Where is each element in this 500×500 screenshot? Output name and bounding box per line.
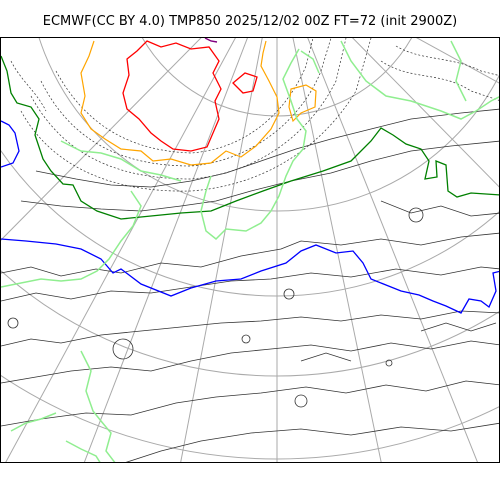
isotherm-line [1, 310, 499, 347]
isotherm-line [40, 38, 332, 167]
isotherm-line [20, 38, 372, 192]
isotherm-line [10, 60, 47, 112]
contour-red-east [232, 72, 258, 94]
coastline [450, 40, 467, 102]
isotherm-line [35, 108, 499, 188]
contour-blue-west [1, 120, 20, 168]
temperature-map [1, 38, 499, 462]
map-panel [0, 37, 500, 463]
small-contour [112, 338, 134, 360]
isotherm-line [1, 232, 499, 277]
meridian-line [1, 38, 202, 241]
meridian-line [5, 38, 236, 462]
isotherm-line [1, 340, 499, 384]
isotherms-dashed [10, 38, 499, 192]
small-contours [7, 207, 424, 408]
small-contour [294, 394, 308, 408]
isotherm-line [1, 266, 499, 302]
isotherm-line [420, 322, 497, 332]
isotherm-line [125, 422, 499, 462]
coastline [300, 50, 320, 74]
isotherm-line [395, 45, 499, 76]
meridian-line [416, 38, 499, 84]
small-contour [7, 317, 19, 329]
coastline [10, 412, 57, 432]
meridian-line [292, 38, 382, 462]
coastline [65, 440, 101, 462]
contour-purple [204, 38, 218, 43]
contour-red [122, 40, 222, 152]
isotherm-line [55, 38, 314, 154]
contour-orange [80, 40, 280, 166]
isotherm-line [20, 140, 499, 212]
map-title: ECMWF(CC BY 4.0) TMP850 2025/12/02 00Z F… [42, 14, 458, 29]
isotherm-line [30, 38, 347, 180]
isotherms-thin [1, 108, 499, 462]
meridian-line [352, 38, 499, 188]
coastline [60, 140, 182, 182]
isotherm-line [300, 352, 352, 362]
small-contour [283, 288, 295, 300]
small-contour [241, 334, 251, 344]
small-contour [408, 207, 424, 223]
meridian-line [180, 38, 263, 462]
meridian-line [83, 38, 248, 462]
latitude-circle [1, 149, 499, 297]
isotherm-line [380, 60, 499, 101]
contour-green-main [1, 55, 499, 220]
coastline [340, 40, 499, 120]
graticule [1, 38, 499, 462]
contour-orange-loop [288, 84, 317, 123]
meridian-line [307, 38, 478, 462]
coastlines [1, 40, 499, 462]
small-contour [385, 359, 393, 367]
coastline [1, 190, 142, 288]
contour-blue-main [1, 238, 499, 314]
isotherm-line [380, 200, 499, 217]
isotherm-line [1, 380, 499, 427]
coastline [80, 350, 116, 462]
coastline [200, 48, 307, 241]
